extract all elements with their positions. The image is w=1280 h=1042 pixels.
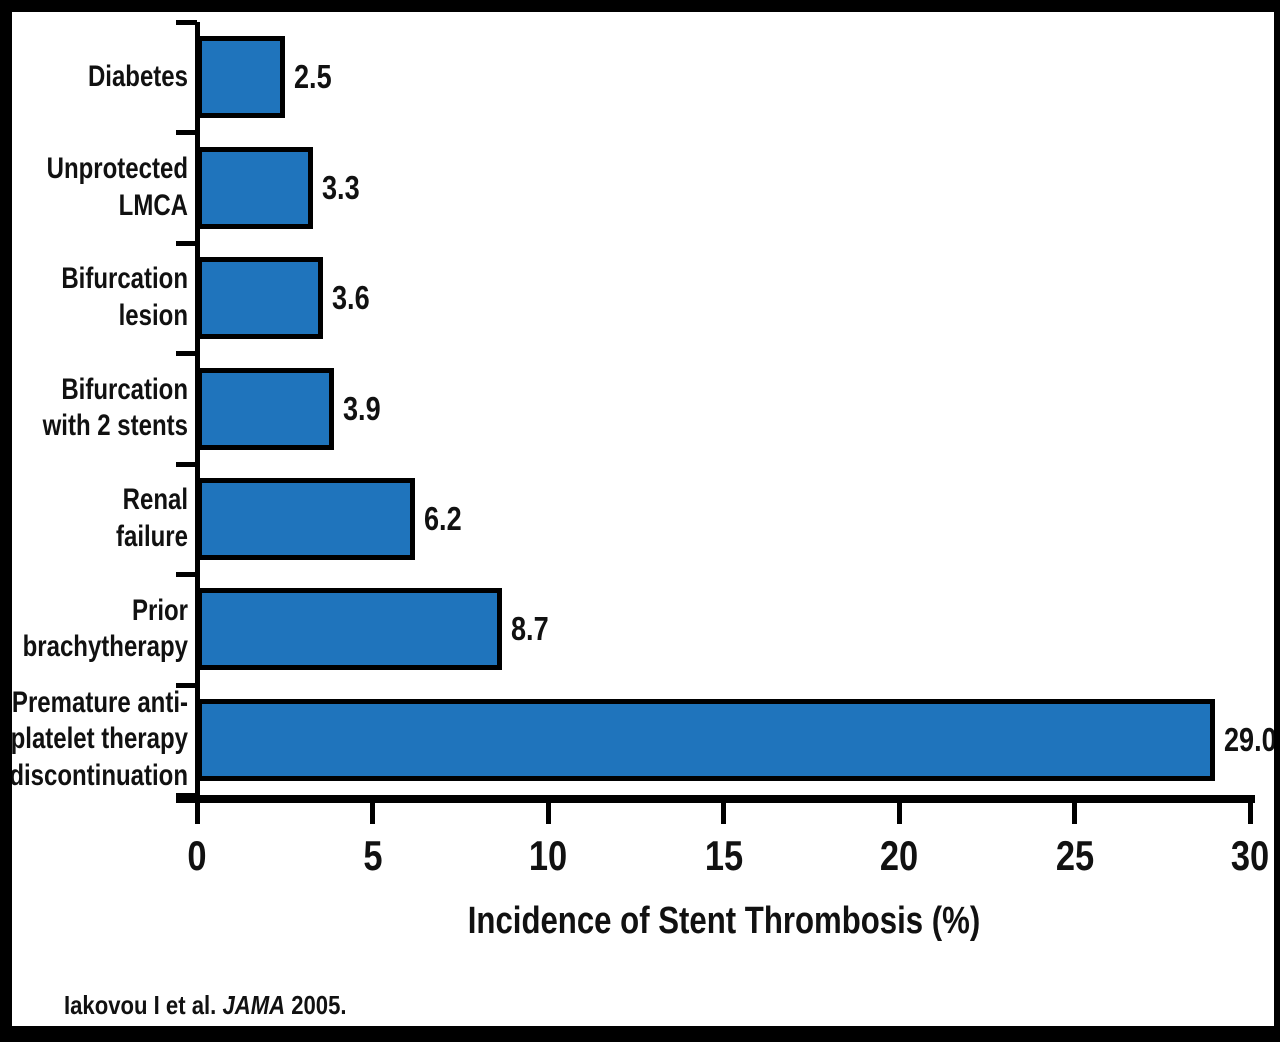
x-tick-label: 25: [1055, 832, 1094, 879]
x-tick-label: 20: [879, 832, 919, 879]
citation-prefix: Iakovou I et al.: [64, 990, 223, 1020]
x-tick-label: 15: [704, 832, 743, 879]
category-label: Unprotected LMCA: [46, 152, 189, 222]
category-label: Diabetes: [87, 59, 188, 93]
category-label: Prior brachytherapy: [22, 593, 189, 664]
category-label: Premature anti-platelet therapy discontin…: [9, 685, 189, 793]
category-label: Bifurcation lesion: [61, 262, 188, 333]
x-axis-tick: [896, 803, 902, 824]
x-axis-tick: [545, 803, 551, 824]
x-axis-tick: [721, 803, 726, 824]
x-tick-label: 30: [1230, 832, 1270, 879]
x-tick-label: 10: [528, 832, 568, 879]
citation: Iakovou I et al. JAMA 2005.: [64, 990, 347, 1021]
chart-canvas: Diabetes 2.5 Unprotected LMCA 3.3 Bifurcation…: [12, 12, 1274, 1026]
value-label: 8.7: [511, 610, 549, 648]
bar: [197, 477, 415, 560]
bar: [197, 698, 1215, 781]
y-axis-tick: [176, 572, 197, 578]
x-axis-title: Incidence of Stent Thrombosis (%): [467, 900, 980, 942]
value-label: 3.3: [321, 168, 360, 206]
y-axis-tick: [176, 130, 197, 136]
y-axis-tick: [176, 461, 197, 467]
x-axis-tick: [1072, 803, 1077, 824]
y-axis-tick: [176, 351, 197, 357]
x-axis-tick: [370, 803, 375, 824]
value-label: 6.2: [423, 499, 462, 537]
bar: [197, 257, 324, 340]
bar: [197, 588, 503, 671]
x-tick-label: 5: [362, 832, 383, 879]
x-axis-tick: [1247, 803, 1253, 824]
value-label: 3.9: [342, 389, 381, 427]
y-axis-tick: [176, 20, 197, 25]
x-axis-tick: [194, 803, 200, 824]
x-axis: [176, 795, 1255, 803]
x-tick-label: 0: [187, 832, 207, 879]
bar: [197, 36, 285, 119]
bar: [197, 367, 334, 450]
y-axis-tick: [176, 682, 197, 688]
y-axis: [195, 22, 200, 803]
citation-journal: JAMA: [222, 990, 286, 1020]
value-label: 29.0: [1223, 720, 1277, 758]
citation-suffix: 2005.: [285, 990, 347, 1020]
value-label: 3.6: [332, 279, 370, 317]
category-label: Renal failure: [115, 483, 188, 553]
value-label: 2.5: [293, 58, 332, 96]
bar: [197, 146, 313, 229]
category-label: Bifurcation with 2 stents: [42, 372, 188, 443]
y-axis-tick: [176, 240, 197, 246]
